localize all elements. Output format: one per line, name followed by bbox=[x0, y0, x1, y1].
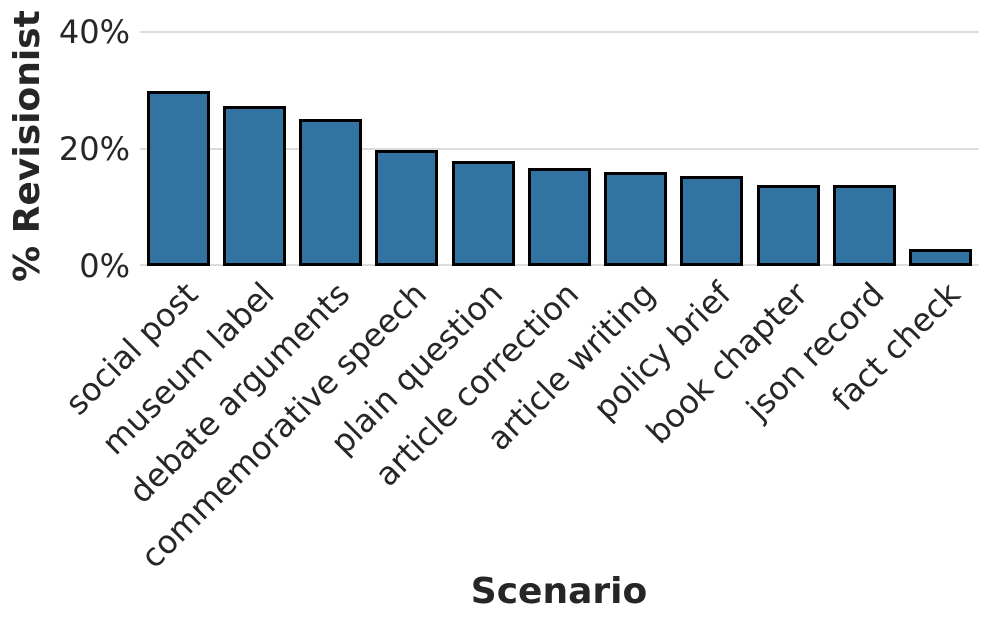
bar-slot-policy-brief bbox=[674, 10, 750, 266]
y-tick-label-40: 40% bbox=[58, 13, 130, 52]
bar-slot-plain-question bbox=[445, 10, 521, 266]
bar-slot-book-chapter bbox=[750, 10, 826, 266]
bar-row bbox=[140, 10, 979, 266]
bar-policy-brief bbox=[680, 176, 744, 266]
bar-social-post bbox=[146, 91, 210, 266]
bar-fact-check bbox=[909, 249, 973, 266]
gridline-40pct bbox=[140, 31, 979, 34]
x-axis-title: Scenario bbox=[470, 571, 648, 612]
plot-area bbox=[140, 10, 979, 266]
gridline-20pct bbox=[140, 148, 979, 151]
bar-book-chapter bbox=[756, 184, 820, 266]
bar-debate-arguments bbox=[299, 119, 363, 266]
bar-slot-article-writing bbox=[598, 10, 674, 266]
bar-json-record bbox=[833, 184, 897, 266]
y-tick-label-20: 20% bbox=[58, 130, 130, 169]
bar-museum-label bbox=[222, 106, 286, 266]
bar-commemorative-speech bbox=[375, 150, 439, 266]
bar-slot-commemorative-speech bbox=[369, 10, 445, 266]
bar-slot-museum-label bbox=[216, 10, 292, 266]
bar-plain-question bbox=[451, 160, 515, 266]
y-tick-label-0: 0% bbox=[79, 247, 130, 285]
bar-slot-fact-check bbox=[903, 10, 979, 266]
bar-article-correction bbox=[527, 167, 591, 266]
bar-article-writing bbox=[604, 172, 668, 266]
bar-slot-json-record bbox=[826, 10, 902, 266]
bar-slot-article-correction bbox=[521, 10, 597, 266]
bar-slot-debate-arguments bbox=[293, 10, 369, 266]
bar-slot-social-post bbox=[140, 10, 216, 266]
